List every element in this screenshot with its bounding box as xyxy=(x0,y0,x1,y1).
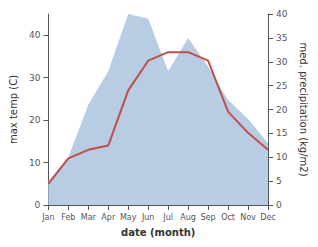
svg-text:max temp (C): max temp (C) xyxy=(8,75,19,144)
svg-text:Oct: Oct xyxy=(221,213,235,222)
svg-text:10: 10 xyxy=(276,152,288,162)
svg-text:15: 15 xyxy=(276,128,287,138)
svg-text:20: 20 xyxy=(276,105,288,115)
svg-text:Nov: Nov xyxy=(240,213,256,222)
svg-text:Mar: Mar xyxy=(81,213,97,222)
svg-text:med. precipitation (kg/m2): med. precipitation (kg/m2) xyxy=(298,42,309,176)
svg-text:20: 20 xyxy=(29,115,41,125)
svg-text:Sep: Sep xyxy=(201,213,216,222)
svg-text:May: May xyxy=(120,213,137,222)
svg-text:Jul: Jul xyxy=(162,213,173,222)
svg-text:Jun: Jun xyxy=(141,213,155,222)
svg-text:10: 10 xyxy=(29,158,41,168)
svg-text:date (month): date (month) xyxy=(121,227,195,238)
svg-text:5: 5 xyxy=(276,176,282,186)
svg-text:40: 40 xyxy=(29,30,41,40)
svg-text:35: 35 xyxy=(276,33,287,43)
svg-text:Feb: Feb xyxy=(61,213,75,222)
svg-text:Jan: Jan xyxy=(41,213,54,222)
svg-text:40: 40 xyxy=(276,9,288,19)
svg-text:30: 30 xyxy=(29,73,41,83)
svg-text:Apr: Apr xyxy=(101,213,116,222)
svg-text:0: 0 xyxy=(276,200,282,210)
svg-text:Dec: Dec xyxy=(260,213,275,222)
svg-text:Aug: Aug xyxy=(180,213,196,222)
svg-text:25: 25 xyxy=(276,81,287,91)
svg-text:0: 0 xyxy=(35,200,41,210)
svg-text:30: 30 xyxy=(276,57,288,67)
